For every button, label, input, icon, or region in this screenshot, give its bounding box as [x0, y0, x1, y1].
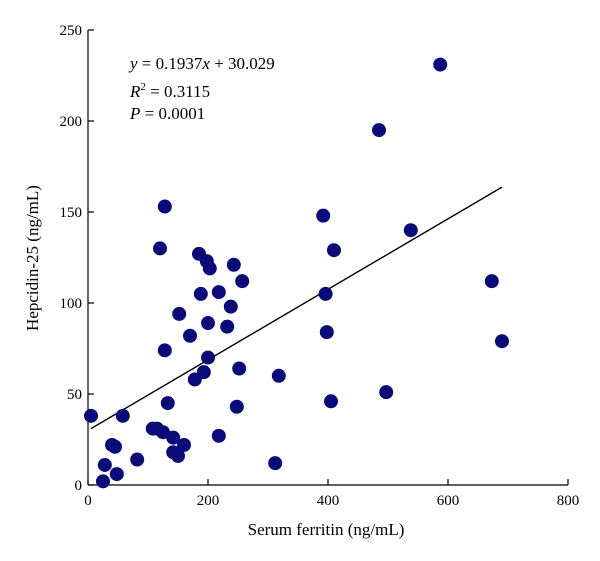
data-point — [171, 448, 185, 463]
data-point — [115, 408, 130, 423]
r-squared-label: R2 = 0.3115 — [129, 81, 210, 101]
data-point — [268, 456, 283, 471]
y-tick-label: 100 — [60, 296, 83, 312]
data-point — [211, 285, 226, 300]
data-point — [97, 457, 112, 472]
data-point — [201, 350, 215, 365]
data-point — [484, 274, 499, 289]
regression-annotation: y = 0.1937x + 30.029 R2 = 0.3115 P = 0.0… — [128, 54, 275, 123]
data-point — [211, 428, 226, 443]
data-point — [183, 328, 197, 343]
x-tick-label: 800 — [557, 493, 580, 509]
data-point — [130, 452, 145, 467]
data-point — [433, 57, 448, 72]
eq-coef: = 0.1937 — [138, 54, 203, 73]
x-tick-label: 200 — [197, 493, 220, 509]
ticks: 0 200 400 600 800 0 50 100 150 200 250 — [60, 23, 580, 509]
data-point — [316, 208, 331, 223]
r-symbol: R — [129, 82, 141, 101]
eq-intercept: + 30.029 — [210, 54, 275, 73]
x-tick-label: 0 — [84, 493, 92, 509]
data-point — [271, 368, 286, 383]
equation-label: y = 0.1937x + 30.029 — [128, 54, 275, 73]
data-point — [201, 316, 215, 331]
y-tick-label: 200 — [60, 114, 83, 130]
data-point — [324, 394, 338, 409]
data-point — [235, 274, 250, 289]
data-point — [379, 385, 394, 400]
data-point — [226, 257, 241, 272]
data-point — [403, 223, 418, 238]
data-point — [495, 334, 509, 349]
data-point — [220, 319, 235, 334]
data-point — [229, 399, 244, 414]
y-axis-title: Hepcidin-25 (ng/mL) — [23, 185, 42, 331]
data-points — [84, 57, 509, 489]
data-point — [318, 286, 333, 301]
y-tick-label: 150 — [60, 205, 83, 221]
data-point — [172, 306, 187, 321]
data-point — [109, 467, 124, 482]
data-point — [372, 123, 386, 138]
data-point — [202, 261, 217, 276]
data-point — [166, 430, 181, 445]
data-point — [157, 199, 172, 214]
x-axis-title: Serum ferritin (ng/mL) — [248, 520, 405, 539]
x-tick-label: 600 — [437, 493, 460, 509]
data-point — [157, 343, 172, 358]
data-point — [196, 365, 211, 380]
eq-x-symbol: x — [201, 54, 210, 73]
regression-line-group — [90, 186, 503, 430]
data-point — [177, 437, 191, 452]
data-point — [232, 361, 247, 376]
data-point — [193, 286, 208, 301]
y-tick-label: 50 — [67, 387, 82, 403]
regression-line — [90, 186, 503, 430]
data-point — [84, 408, 98, 423]
p-symbol: P — [129, 104, 140, 123]
p-value: = 0.0001 — [140, 104, 205, 123]
data-point — [223, 299, 238, 314]
data-point — [108, 439, 122, 454]
r-exponent: 2 — [140, 81, 146, 93]
data-point — [319, 325, 334, 340]
eq-y-symbol: y — [128, 54, 138, 73]
r-squared-value: = 0.3115 — [146, 82, 210, 101]
data-point — [327, 243, 341, 258]
y-tick-label: 0 — [75, 478, 83, 494]
p-value-label: P = 0.0001 — [129, 104, 205, 123]
x-tick-label: 400 — [317, 493, 340, 509]
data-point — [153, 241, 167, 256]
y-tick-label: 250 — [60, 23, 83, 39]
data-point — [160, 396, 175, 411]
data-point — [96, 474, 110, 489]
